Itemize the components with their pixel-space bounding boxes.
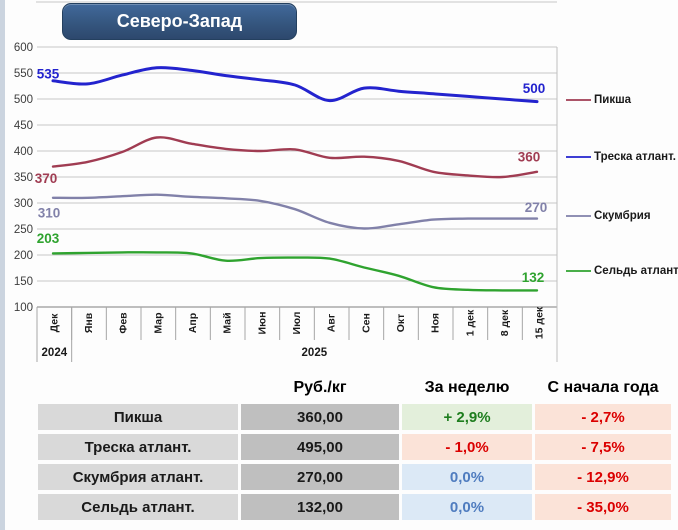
ytd-change-cell: - 7,5% [535, 434, 671, 460]
table-row-haddock: Пикша 360,00 + 2,9% - 2,7% [38, 404, 672, 430]
line-mackerel [51, 193, 539, 230]
table-row-mackerel: Скумбрия атлант. 270,00 0,0% - 12,9% [38, 464, 672, 490]
end-value-label-herring: 132 [522, 270, 545, 285]
ytd-change-cell: - 12,9% [535, 464, 671, 490]
x-axis-month-label: Мар [152, 312, 164, 333]
fish-name-cell: Сельдь атлант. [38, 494, 238, 520]
week-change-cell: - 1,0% [402, 434, 532, 460]
fish-name-cell: Скумбрия атлант. [38, 464, 238, 490]
x-axis-month-label: 1 дек [464, 309, 476, 336]
region-title: Северо-Запад [116, 11, 243, 31]
end-value-label-haddock: 360 [518, 149, 541, 164]
line-cod [51, 66, 539, 104]
fish-name-cell: Треска атлант. [38, 434, 238, 460]
y-axis-tick-label: 300 [14, 198, 33, 210]
x-axis-month-label: Авг [326, 313, 338, 332]
price-cell: 270,00 [241, 464, 399, 490]
week-change-cell: 0,0% [402, 464, 532, 490]
header-spacer [38, 356, 238, 400]
week-change-cell: 0,0% [402, 494, 532, 520]
legend-label-cod: Треска атлант. [594, 151, 676, 163]
end-value-label-mackerel: 270 [525, 200, 548, 215]
x-axis-month-label: Май [222, 312, 234, 333]
table-row-herring: Сельдь атлант. 132,00 0,0% - 35,0% [38, 494, 672, 520]
col-header-week: За неделю [424, 379, 510, 397]
start-value-label-cod: 535 [37, 66, 60, 81]
region-title-banner: Северо-Запад [62, 3, 297, 40]
y-axis-tick-label: 250 [14, 224, 33, 236]
fish-name-cell: Пикша [38, 404, 238, 430]
y-axis-tick-label: 500 [14, 94, 33, 106]
legend-label-haddock: Пикша [594, 94, 632, 106]
y-axis-tick-label: 150 [14, 276, 33, 288]
end-value-label-cod: 500 [523, 81, 546, 96]
y-axis-tick-label: 600 [14, 42, 33, 54]
x-axis-month-label: Фев [118, 312, 130, 334]
price-cell: 360,00 [241, 404, 399, 430]
x-axis-month-label: 15 дек [534, 306, 546, 339]
x-axis-year-label: 2025 [302, 347, 328, 359]
y-axis-tick-label: 200 [14, 250, 33, 262]
table-header-row: Руб./кг За неделю С начала года [38, 356, 672, 400]
y-axis-tick-label: 350 [14, 172, 33, 184]
price-line-chart: 600 550 500 450 400 350 300 250 200 150 100 Дек Янв Ф… [14, 1, 678, 362]
ytd-change-cell: - 35,0% [535, 494, 671, 520]
y-axis-tick-label: 550 [14, 68, 33, 80]
ytd-change-cell: - 2,7% [535, 404, 671, 430]
y-axis-tick-label: 400 [14, 146, 33, 158]
start-value-label-herring: 203 [37, 231, 60, 246]
line-herring [51, 251, 539, 292]
x-axis-month-label: Апр [187, 313, 199, 333]
y-axis-tick-label: 450 [14, 120, 33, 132]
table-row-cod: Треска атлант. 495,00 - 1,0% - 7,5% [38, 434, 672, 460]
col-header-ytd: С начала года [547, 379, 659, 397]
left-border-strip [0, 0, 5, 530]
x-axis-month-label: 8 дек [499, 309, 511, 336]
x-axis-month-label: Янв [83, 312, 95, 333]
week-change-cell: + 2,9% [402, 404, 532, 430]
start-value-label-haddock: 370 [35, 171, 58, 186]
price-table: Руб./кг За неделю С начала года Пикша 36… [38, 356, 672, 520]
price-cell: 132,00 [241, 494, 399, 520]
start-value-label-mackerel: 310 [38, 205, 61, 220]
x-axis-month-label: Дек [48, 313, 60, 332]
col-header-price: Руб./кг [293, 379, 347, 397]
price-cell: 495,00 [241, 434, 399, 460]
legend-label-mackerel: Скумбрия [594, 210, 651, 222]
x-axis-month-label: Окт [395, 314, 407, 333]
legend-label-herring: Сельдь атлант [594, 265, 678, 277]
x-axis-year-label: 2024 [42, 347, 68, 359]
x-axis-month-label: Июн [256, 312, 268, 335]
x-axis-month-label: Сен [360, 313, 372, 333]
y-axis-tick-label: 100 [14, 302, 33, 314]
line-haddock [51, 136, 539, 179]
x-axis-month-label: Ноя [430, 313, 442, 333]
x-axis-month-label: Июл [291, 312, 303, 335]
